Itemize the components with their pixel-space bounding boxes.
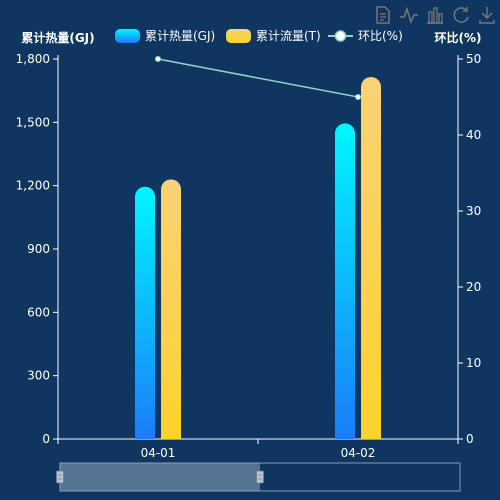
y-right-tick-label: 30 [466,204,481,218]
y-left-tick-label: 300 [27,369,50,383]
bar-0-0[interactable] [135,186,155,439]
y-left-axis-name: 累计热量(GJ) [21,30,94,45]
line-chart-icon[interactable] [398,4,420,26]
y-right-tick-label: 10 [466,356,481,370]
y-right-tick-label: 50 [466,52,481,66]
toolbox [372,4,498,26]
y-left-tick-label: 600 [27,305,50,319]
x-tick-label: 04-02 [341,446,376,460]
y-right-axis-name: 环比(%) [435,30,482,45]
y-left-tick-label: 900 [27,242,50,256]
legend-label: 累计流量(T) [256,29,321,43]
data-view-icon[interactable] [372,4,394,26]
y-right-tick-label: 0 [466,432,474,446]
y-left-tick-label: 0 [42,432,50,446]
line-point-0-0[interactable] [155,56,161,62]
y-left-tick-label: 1,200 [16,179,50,193]
y-right-tick-label: 20 [466,280,481,294]
zoom-selected-range[interactable] [60,463,260,491]
zoom-handle-start[interactable] [56,470,64,484]
legend-item-0[interactable]: 累计热量(GJ) [115,29,215,43]
legend-swatch [226,29,251,43]
data-zoom-slider [56,462,461,492]
legend-label: 累计热量(GJ) [145,29,215,43]
bars [135,76,381,440]
legend-swatch [115,29,140,43]
save-image-icon[interactable] [476,4,498,26]
bar-0-1[interactable] [335,123,355,440]
legend-item-1[interactable]: 累计流量(T) [226,29,321,43]
zoom-handle-end[interactable] [256,470,264,484]
legend-marker [334,30,347,42]
line-0 [157,58,359,98]
line-point-0-1[interactable] [355,94,361,100]
bar-1-1[interactable] [361,76,381,439]
axes: 累计热量(GJ) 环比(%) 0 300 600 900 1,200 1,500 1,800 0 1… [16,30,482,460]
y-left-tick-label: 1,500 [16,115,50,129]
restore-icon[interactable] [450,4,472,26]
y-left-tick-label: 1,800 [16,52,50,66]
x-tick-label: 04-01 [141,446,176,460]
line-series [155,56,361,100]
bar-1-0[interactable] [161,179,181,440]
legend-item-2[interactable]: 环比(%) [328,29,403,43]
legend: 累计热量(GJ) 累计流量(T) 环比(%) [115,29,403,43]
y-right-tick-label: 40 [466,128,481,142]
bar-chart-icon[interactable] [424,4,446,26]
legend-label: 环比(%) [358,29,403,43]
